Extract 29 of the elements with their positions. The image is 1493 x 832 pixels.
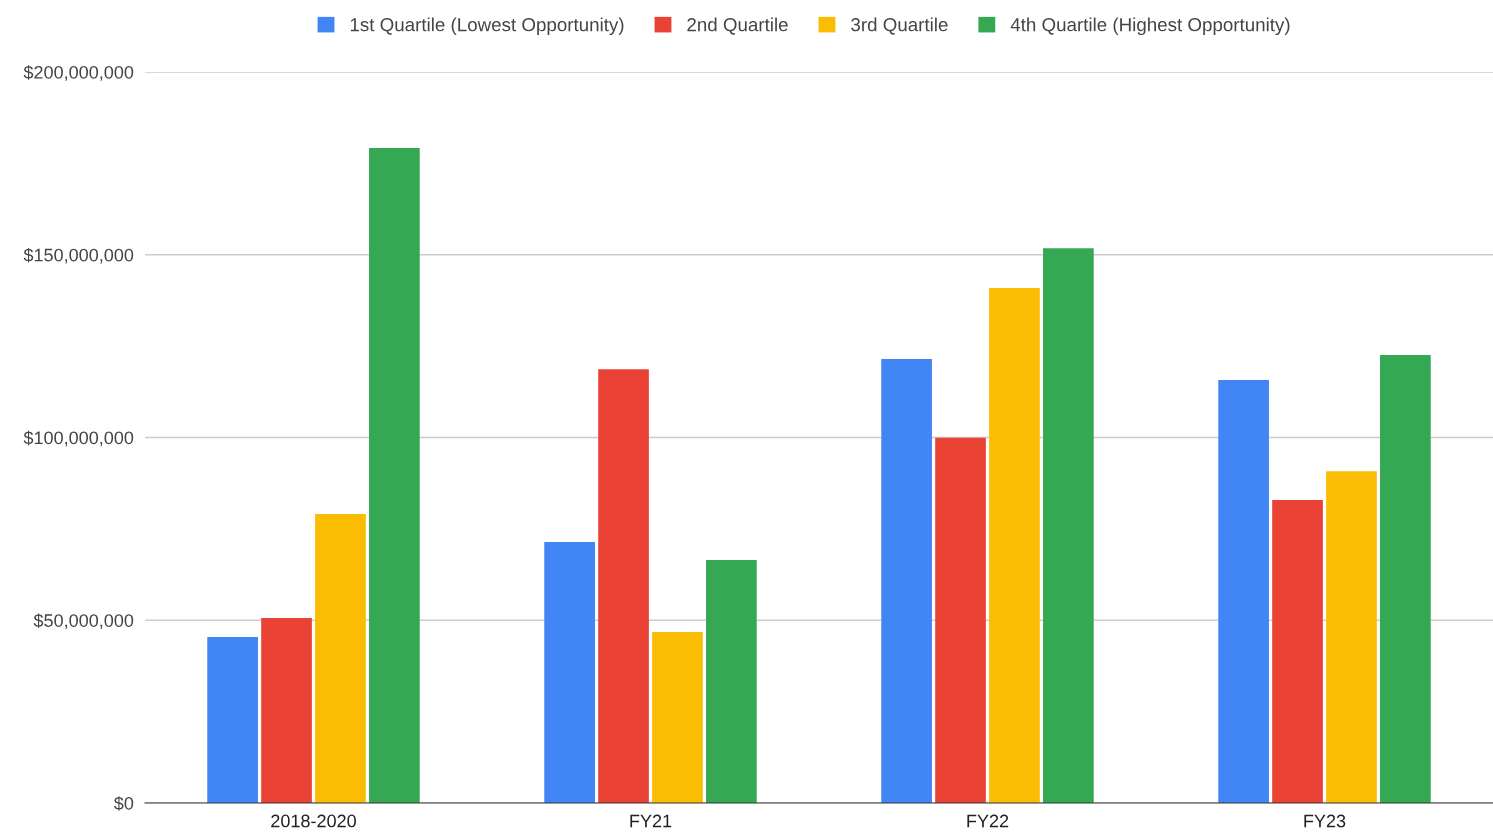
- y-tick-label: $100,000,000: [23, 430, 134, 447]
- bar: [1326, 471, 1377, 803]
- bar: [369, 148, 420, 803]
- x-tick-label: 2018-2020: [271, 814, 356, 828]
- bar: [989, 288, 1040, 803]
- x-tick-label: FY21: [630, 814, 672, 828]
- y-tick-label: $0: [114, 796, 134, 811]
- bar: [1218, 380, 1269, 803]
- bar: [935, 437, 986, 803]
- y-tick-label: $200,000,000: [23, 65, 134, 81]
- x-tick-label: FY23: [1304, 814, 1346, 828]
- legend-label: 3rd Quartile: [851, 17, 948, 35]
- bar: [1380, 354, 1431, 803]
- y-tick-label: $50,000,000: [33, 613, 134, 630]
- y-tick-label: $150,000,000: [23, 247, 134, 264]
- bar: [315, 513, 366, 803]
- bar: [706, 559, 757, 803]
- bar: [881, 358, 932, 803]
- bar: [1272, 500, 1323, 803]
- legend-label: 4th Quartile (Highest Opportunity): [1010, 17, 1290, 36]
- legend-label: 1st Quartile (Lowest Opportunity): [350, 17, 624, 36]
- x-tick-label: FY22: [967, 814, 1009, 828]
- legend-label: 2nd Quartile: [687, 17, 788, 35]
- bar: [1043, 248, 1094, 803]
- bar: [207, 637, 258, 803]
- bar: [652, 631, 703, 803]
- bar: [598, 369, 649, 803]
- bar: [544, 542, 595, 803]
- bar: [261, 618, 312, 803]
